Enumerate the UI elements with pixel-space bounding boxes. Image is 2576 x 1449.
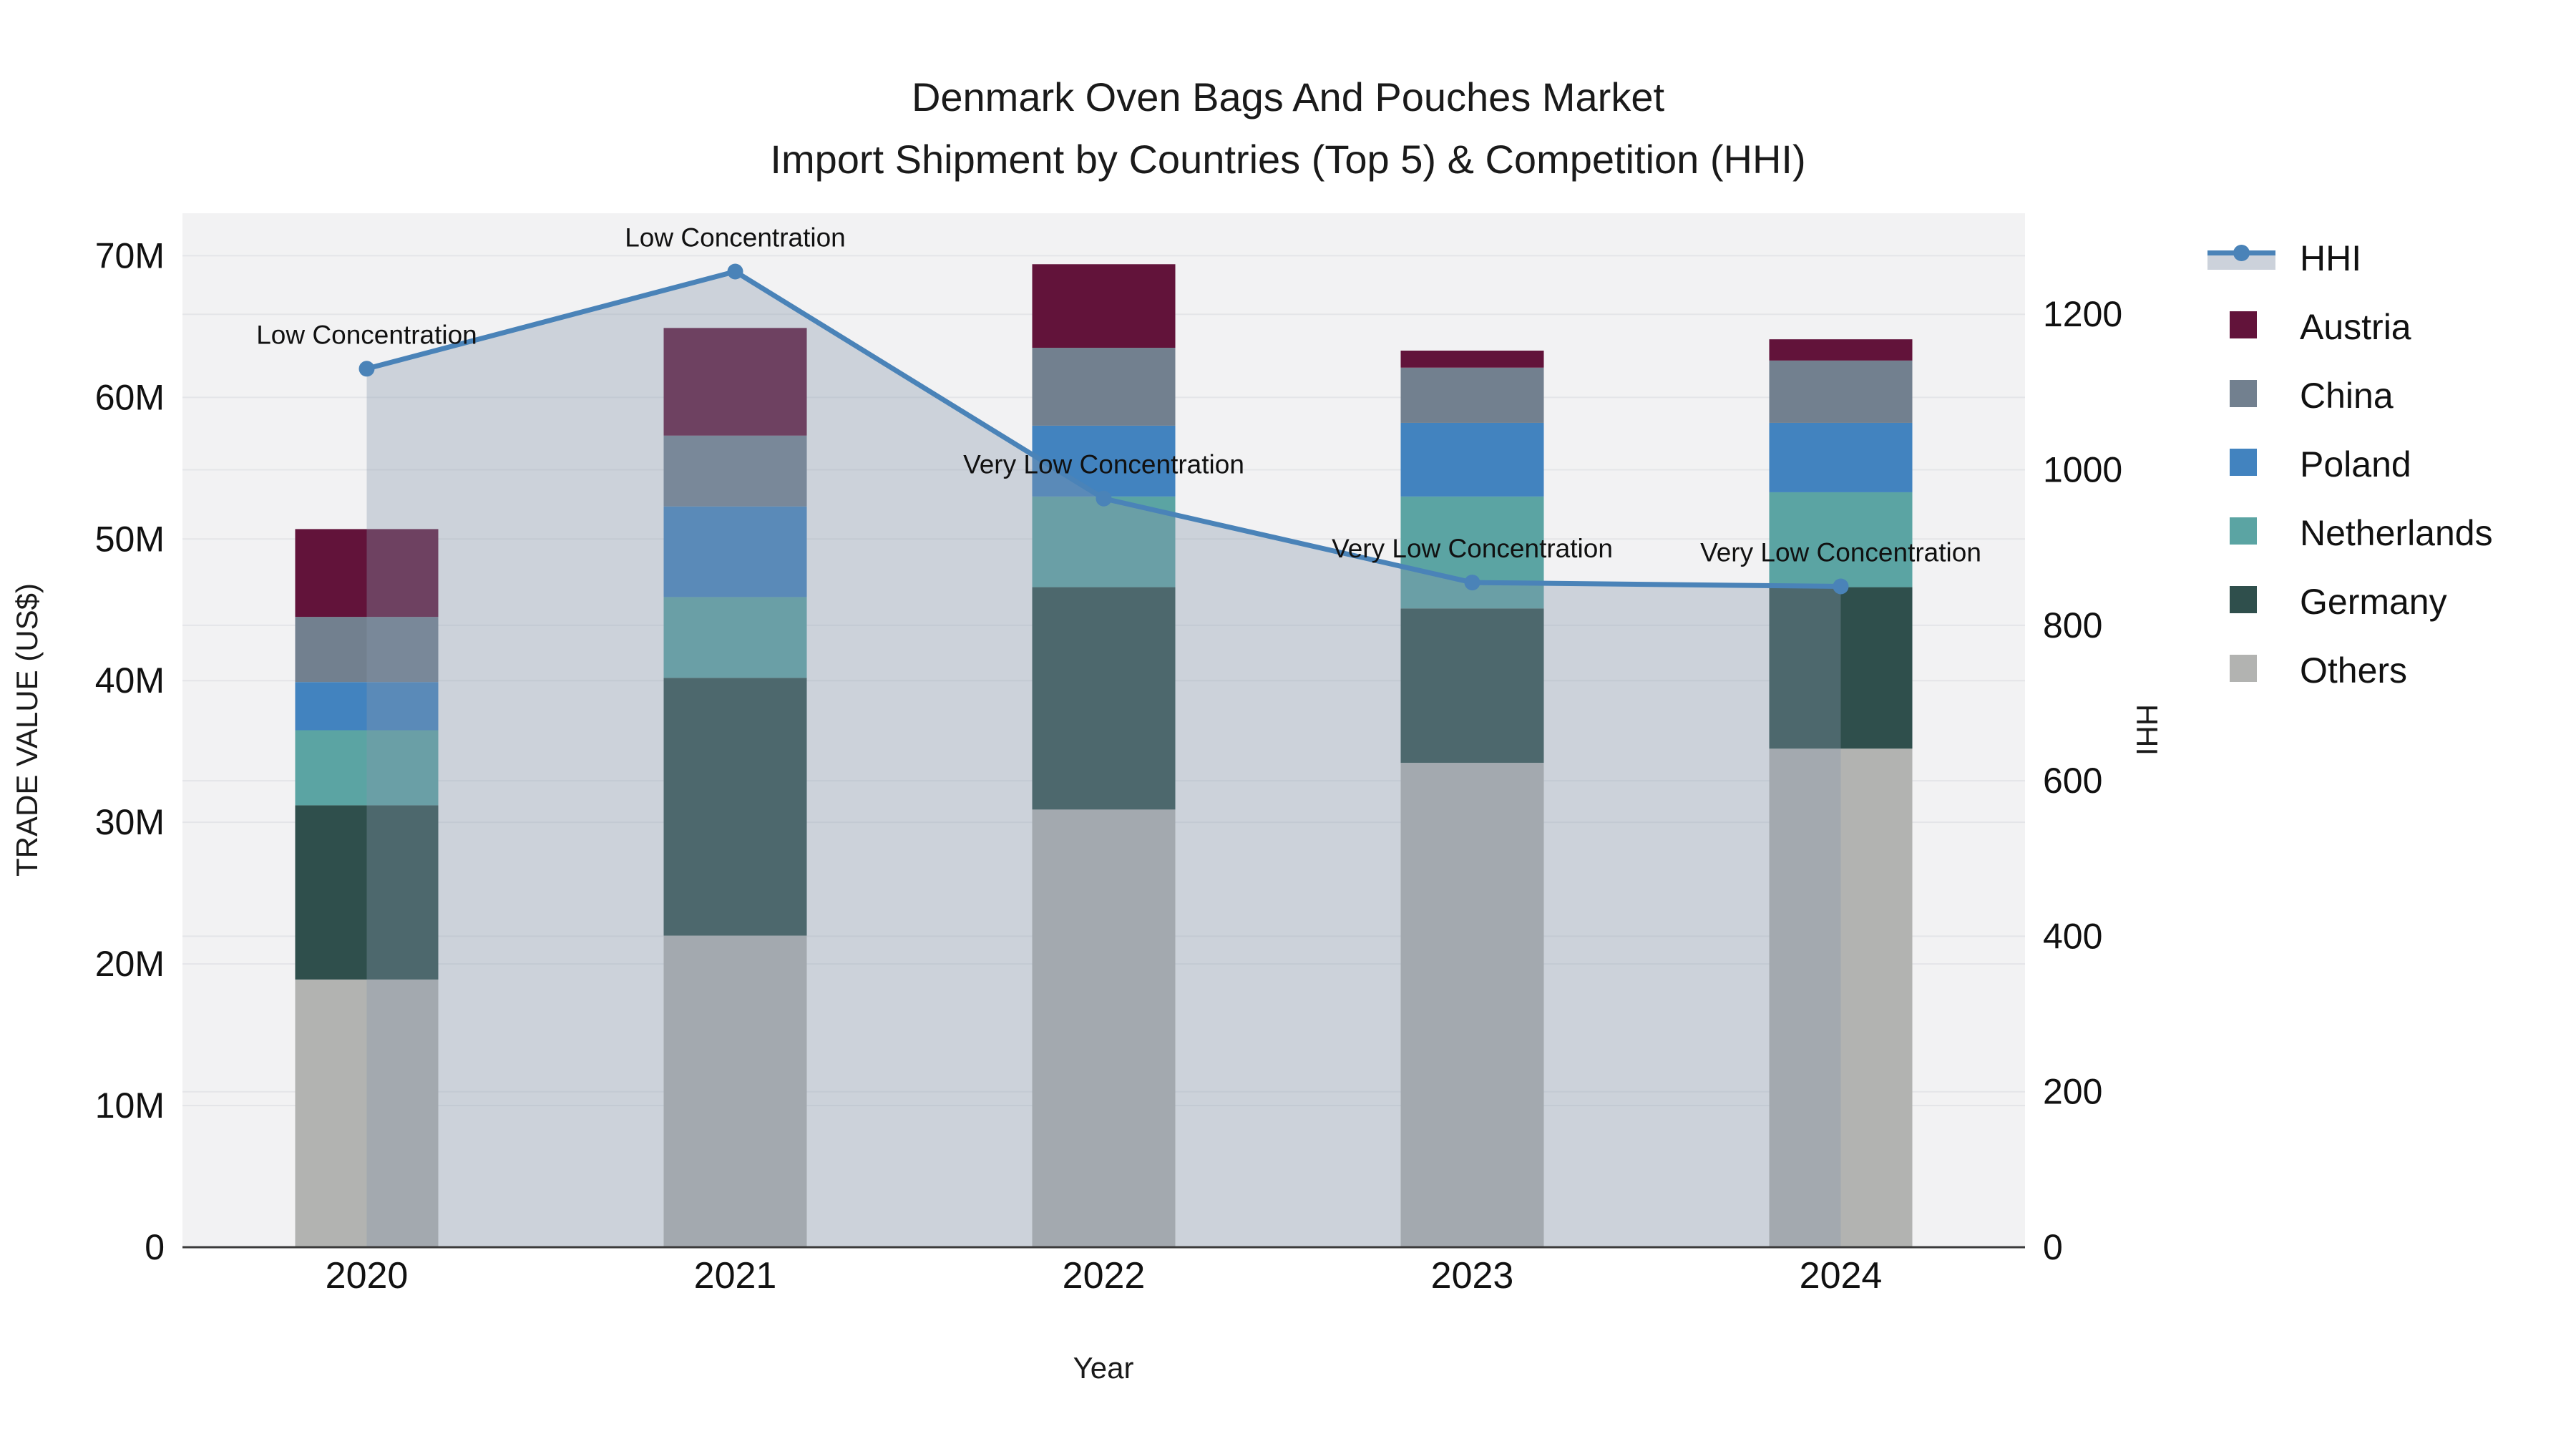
bar-segment-china-2024[interactable]: [1769, 360, 1913, 423]
legend-item-germany[interactable]: Germany: [2207, 582, 2493, 622]
legend-label-germany: Germany: [2300, 582, 2447, 622]
bar-segment-austria-2024[interactable]: [1769, 339, 1913, 361]
legend-label-others: Others: [2300, 650, 2408, 691]
bar-segment-poland-2020[interactable]: [295, 682, 439, 731]
y-left-tick-20M: 20M: [95, 944, 165, 984]
hhi-line-icon: [2207, 243, 2275, 274]
x-axis-label: Year: [1073, 1351, 1134, 1385]
bar-segment-germany-2021[interactable]: [663, 678, 807, 936]
bar-segment-others-2024[interactable]: [1769, 748, 1913, 1247]
x-tick-2023: 2023: [1431, 1255, 1514, 1297]
hhi-point-2020[interactable]: [358, 361, 375, 377]
hhi-point-2024[interactable]: [1833, 578, 1849, 595]
annotation-2020: Low Concentration: [256, 320, 477, 349]
legend-swatch-icon: [2207, 586, 2275, 618]
legend-label-china: China: [2300, 376, 2394, 416]
annotation-2022: Very Low Concentration: [963, 450, 1244, 479]
legend-item-austria[interactable]: Austria: [2207, 307, 2493, 347]
hhi-area-fill: [366, 271, 1841, 1247]
bar-segment-austria-2020[interactable]: [295, 529, 439, 618]
bar-segment-germany-2020[interactable]: [295, 805, 439, 980]
legend-label-netherlands: Netherlands: [2300, 513, 2493, 553]
bar-segment-germany-2023[interactable]: [1400, 608, 1544, 763]
bar-segment-austria-2022[interactable]: [1032, 264, 1176, 348]
legend-label-poland: Poland: [2300, 444, 2411, 484]
y-right-tick-800: 800: [2043, 605, 2102, 645]
y-left-tick-0: 0: [145, 1227, 165, 1267]
bar-segment-austria-2023[interactable]: [1400, 351, 1544, 368]
bar-segment-others-2021[interactable]: [663, 935, 807, 1247]
hhi-point-2022[interactable]: [1096, 490, 1112, 507]
legend-label-hhi: HHI: [2300, 238, 2362, 278]
bar-segment-china-2021[interactable]: [663, 435, 807, 507]
hhi-point-2021[interactable]: [727, 263, 743, 280]
y-right-tick-600: 600: [2043, 761, 2102, 801]
legend-item-poland[interactable]: Poland: [2207, 444, 2493, 484]
legend-item-hhi[interactable]: HHI: [2207, 238, 2493, 278]
annotation-2021: Low Concentration: [625, 223, 846, 252]
bar-segment-china-2020[interactable]: [295, 617, 439, 683]
legend: HHI Austria China Poland Netherlands Germany O…: [2207, 238, 2493, 691]
bar-segment-others-2022[interactable]: [1032, 809, 1176, 1247]
y-right-tick-1200: 1200: [2043, 294, 2122, 334]
y-left-tick-50M: 50M: [95, 519, 165, 559]
bar-segment-others-2023[interactable]: [1400, 763, 1544, 1247]
bar-segment-germany-2024[interactable]: [1769, 587, 1913, 749]
x-tick-2021: 2021: [694, 1255, 777, 1297]
bar-segment-netherlands-2021[interactable]: [663, 597, 807, 678]
legend-swatch-icon: [2207, 380, 2275, 411]
legend-swatch-icon: [2207, 311, 2275, 343]
y-right-tick-400: 400: [2043, 916, 2102, 956]
legend-swatch-icon: [2207, 517, 2275, 549]
bar-segment-poland-2024[interactable]: [1769, 422, 1913, 492]
bar-segment-poland-2021[interactable]: [663, 506, 807, 597]
x-tick-2022: 2022: [1063, 1255, 1146, 1297]
bar-segment-germany-2022[interactable]: [1032, 587, 1176, 810]
y-left-tick-10M: 10M: [95, 1085, 165, 1126]
legend-item-china[interactable]: China: [2207, 376, 2493, 416]
bar-segment-china-2022[interactable]: [1032, 348, 1176, 426]
y-right-tick-0: 0: [2043, 1227, 2063, 1267]
bar-segment-poland-2022[interactable]: [1032, 425, 1176, 497]
bar-segment-austria-2021[interactable]: [663, 328, 807, 436]
legend-label-austria: Austria: [2300, 307, 2411, 347]
chart-title-line1: Denmark Oven Bags And Pouches Market: [911, 74, 1665, 119]
annotation-2024: Very Low Concentration: [1700, 538, 1981, 567]
chart-title-line2: Import Shipment by Countries (Top 5) & C…: [770, 137, 1806, 182]
y-left-tick-60M: 60M: [95, 377, 165, 417]
legend-swatch-icon: [2207, 655, 2275, 686]
y-left-tick-30M: 30M: [95, 802, 165, 842]
x-tick-2020: 2020: [326, 1255, 409, 1297]
bar-segment-netherlands-2024[interactable]: [1769, 492, 1913, 587]
bar-segment-netherlands-2020[interactable]: [295, 730, 439, 806]
annotation-2023: Very Low Concentration: [1332, 534, 1613, 563]
y-right-tick-200: 200: [2043, 1072, 2102, 1112]
chart-title: Denmark Oven Bags And Pouches Market Imp…: [0, 66, 2576, 190]
legend-item-netherlands[interactable]: Netherlands: [2207, 513, 2493, 553]
y-left-tick-40M: 40M: [95, 660, 165, 701]
x-tick-2024: 2024: [1800, 1255, 1883, 1297]
bar-segment-others-2020[interactable]: [295, 979, 439, 1247]
y-right-tick-1000: 1000: [2043, 450, 2122, 490]
legend-item-others[interactable]: Others: [2207, 650, 2493, 691]
bar-segment-poland-2023[interactable]: [1400, 422, 1544, 497]
bar-segment-china-2023[interactable]: [1400, 367, 1544, 423]
y-left-tick-70M: 70M: [95, 235, 165, 275]
hhi-point-2023[interactable]: [1464, 575, 1480, 591]
legend-swatch-icon: [2207, 449, 2275, 480]
